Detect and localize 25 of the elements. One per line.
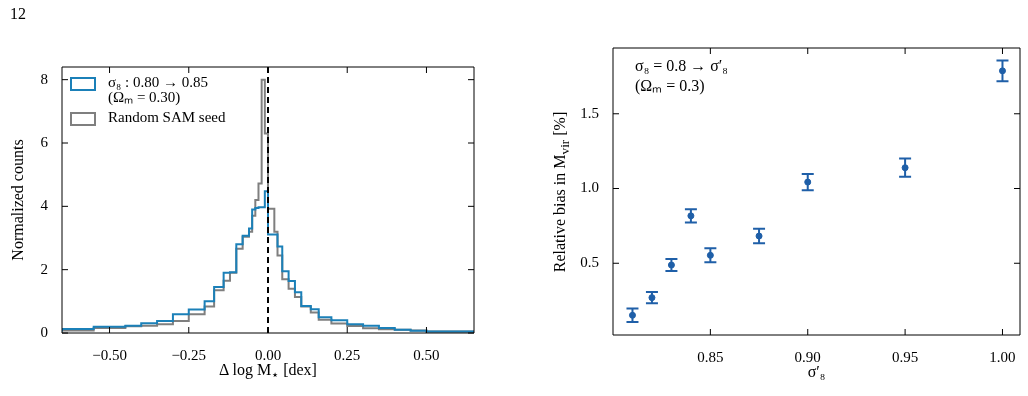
legend-label: σ₈ : 0.80 → 0.85 (Ωₘ = 0.30) (108, 74, 209, 105)
x-tick-label: 0.00 (254, 346, 282, 363)
y-tick-label: 2 (40, 260, 48, 277)
text: 12 (10, 4, 26, 24)
y-tick-label: 1.5 (580, 104, 599, 121)
x-tick-label: 0.95 (891, 348, 919, 365)
y-tick-label: 4 (40, 197, 49, 214)
x-tick-label: 0.85 (697, 348, 724, 365)
y-tick-label: 0.5 (580, 254, 599, 271)
y-tick-label: 6 (40, 133, 49, 150)
legend-label: Random SAM seed (108, 109, 227, 125)
y-tick-label: 0 (40, 323, 48, 340)
x-tick-label: 0.50 (413, 346, 440, 363)
annotation: σ₈ = 0.8 → σ′₈ (635, 56, 728, 76)
x-tick-label: 1.00 (989, 348, 1016, 365)
y-axis-title: Normalized counts (8, 138, 27, 263)
x-tick-label: 0.25 (334, 346, 361, 363)
x-axis-title: Δ log M$_{⋆}$ [dex] (218, 361, 318, 384)
x-tick-label: −0.25 (171, 346, 207, 363)
x-axis-title: σ′₈ (806, 363, 827, 381)
annotation: (Ωₘ = 0.3) (635, 76, 706, 96)
y-tick-label: 1.0 (580, 179, 599, 196)
y-tick-label: 8 (40, 70, 48, 87)
x-tick-label: 0.90 (794, 348, 821, 365)
x-tick-label: −0.50 (92, 346, 127, 363)
